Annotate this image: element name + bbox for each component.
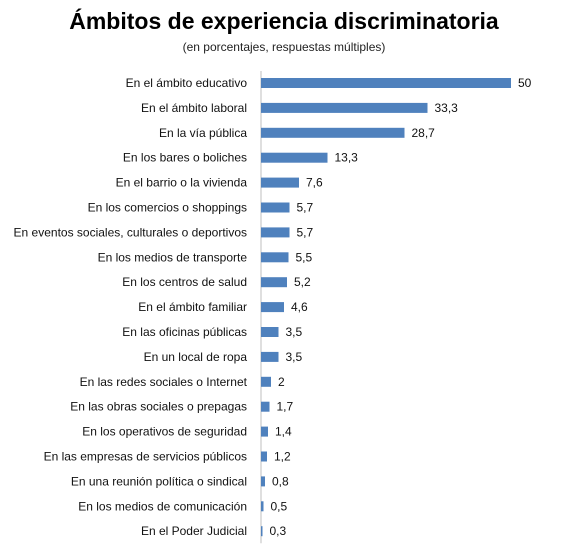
category-label: En los bares o boliches <box>123 151 247 165</box>
category-label: En los medios de comunicación <box>78 499 247 513</box>
bar <box>261 102 428 113</box>
bar <box>261 351 279 362</box>
bar <box>261 202 290 213</box>
bar <box>261 376 271 387</box>
data-label: 3,5 <box>286 325 303 339</box>
bar <box>261 476 265 487</box>
data-label: 7,6 <box>306 176 323 190</box>
category-label: En el ámbito laboral <box>141 101 247 115</box>
category-label: En una reunión política o sindical <box>71 474 247 488</box>
data-label: 2 <box>278 375 285 389</box>
bar <box>261 177 299 188</box>
category-label: En los operativos de seguridad <box>82 425 247 439</box>
data-label: 5,7 <box>297 201 314 215</box>
category-label: En los centros de salud <box>122 275 247 289</box>
data-label: 5,2 <box>294 275 311 289</box>
bar <box>261 451 267 462</box>
chart-subtitle: (en porcentajes, respuestas múltiples) <box>182 40 386 54</box>
category-label: En un local de ropa <box>144 350 248 364</box>
bar <box>261 327 279 337</box>
category-label: En las oficinas públicas <box>122 325 247 339</box>
bar <box>261 526 263 537</box>
category-label: En los comercios o shoppings <box>88 201 247 215</box>
category-label: En las obras sociales o prepagas <box>70 400 247 414</box>
category-label: En el barrio o la vivienda <box>116 176 248 190</box>
category-label: En el ámbito educativo <box>126 76 248 90</box>
category-label: En los medios de transporte <box>98 250 248 264</box>
chart-title: Ámbitos de experiencia discriminatoria <box>69 8 499 34</box>
data-label: 0,3 <box>270 524 287 538</box>
data-label: 0,5 <box>271 499 288 513</box>
bar <box>261 227 290 238</box>
data-label: 1,7 <box>277 400 294 414</box>
category-label: En las redes sociales o Internet <box>80 375 248 389</box>
category-label: En el ámbito familiar <box>138 300 247 314</box>
category-label: En la vía pública <box>159 126 247 140</box>
data-label: 1,4 <box>275 425 292 439</box>
data-label: 33,3 <box>435 101 459 115</box>
bar <box>261 78 511 88</box>
data-label: 13,3 <box>335 151 359 165</box>
data-label: 5,5 <box>296 250 313 264</box>
bar <box>261 127 405 138</box>
data-label: 1,2 <box>274 450 291 464</box>
bar <box>261 501 264 512</box>
bar <box>261 252 289 263</box>
data-label: 28,7 <box>412 126 436 140</box>
data-label: 50 <box>518 76 532 90</box>
bar <box>261 277 287 288</box>
category-label: En eventos sociales, culturales o deport… <box>14 225 247 239</box>
data-label: 5,7 <box>297 225 314 239</box>
bar <box>261 152 328 163</box>
category-label: En las empresas de servicios públicos <box>44 450 247 464</box>
data-label: 3,5 <box>286 350 303 364</box>
bar <box>261 426 268 437</box>
bar <box>261 401 270 412</box>
data-label: 4,6 <box>291 300 308 314</box>
category-label: En el Poder Judicial <box>141 524 247 538</box>
data-label: 0,8 <box>272 474 289 488</box>
bar <box>261 302 284 313</box>
